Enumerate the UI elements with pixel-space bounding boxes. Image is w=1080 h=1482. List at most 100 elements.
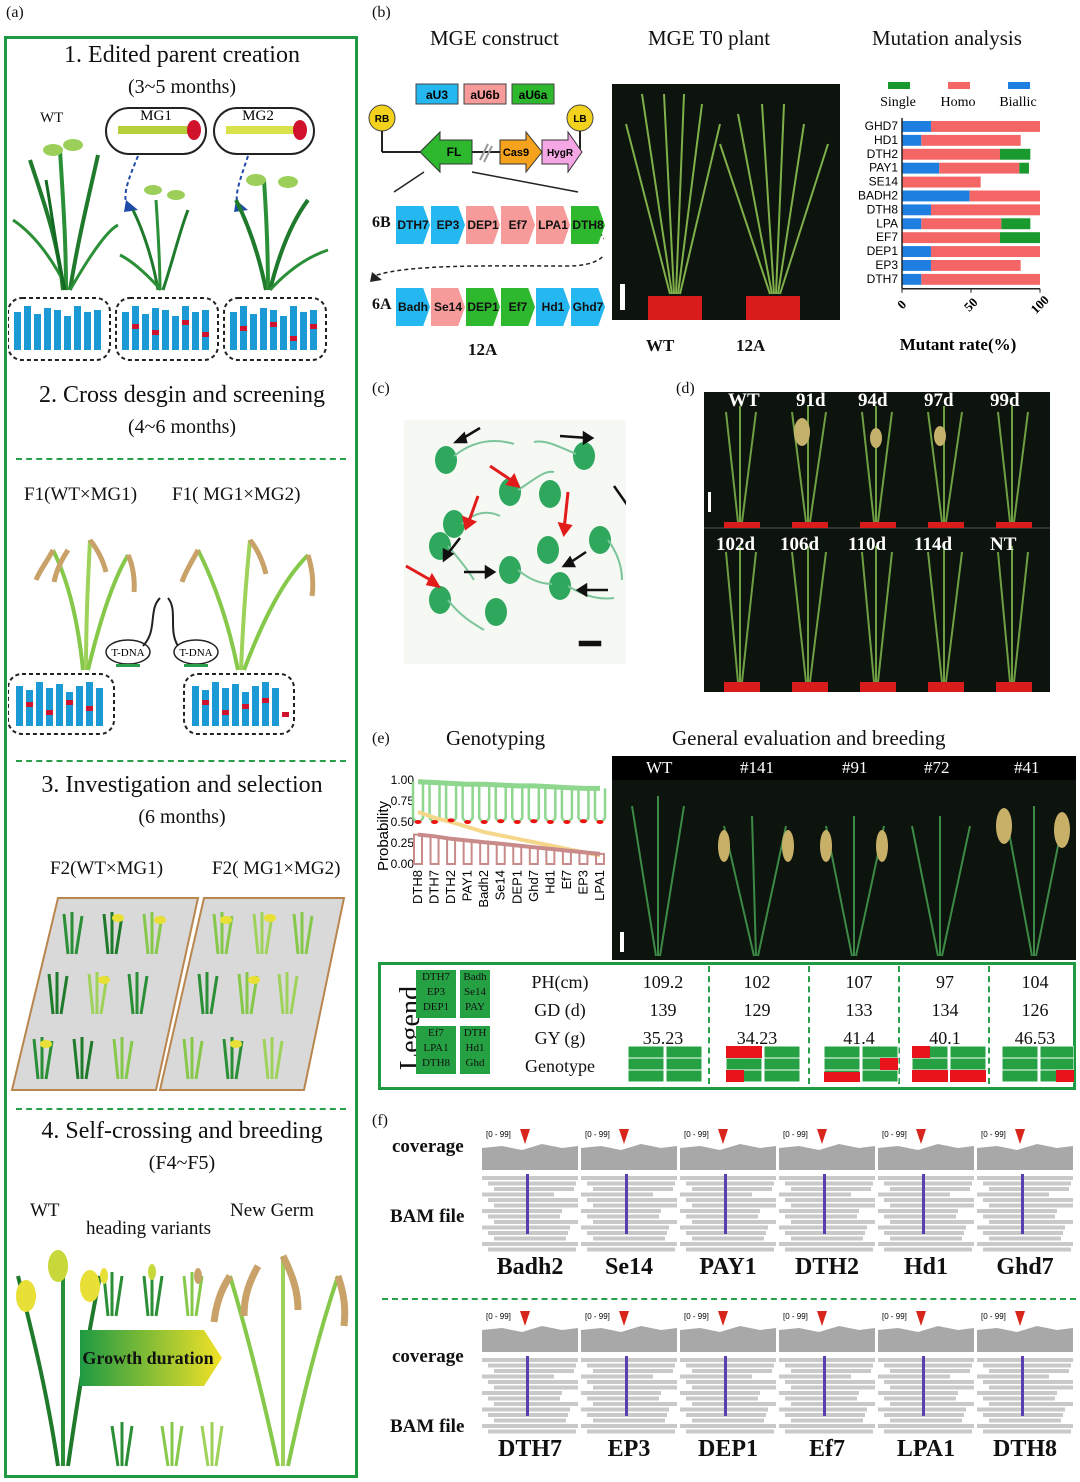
gene-dth8-6b: DTH8 <box>571 206 605 244</box>
mutation-category-label: GHD7 <box>865 119 899 133</box>
trait-labels: PH(cm) GD (d) GY (g) Genotype <box>510 968 610 1080</box>
f1-plant-right <box>179 538 316 671</box>
lb-label: LB <box>573 114 586 125</box>
step1-illustration: MG1 MG2 <box>8 107 329 361</box>
value-gd: 139 <box>649 1000 677 1020</box>
eval-column-wt: 109.2 139 35.23 <box>620 968 706 1052</box>
cas9-label: Cas9 <box>503 147 529 159</box>
coverage-range-label: [0 - 99] <box>684 1312 709 1321</box>
chromosome-box-f1-right <box>183 673 295 735</box>
coverage-range-label: [0 - 99] <box>882 1130 907 1139</box>
mutation-bar-biallic <box>902 246 931 257</box>
genotyping-chart: Probability 1.000.750.500.250.00 DTH8 DTH… <box>375 773 607 908</box>
bam-track: [0 - 99] Ef7 <box>779 1308 887 1480</box>
promoter-au6b: aU6b <box>470 88 499 102</box>
genotyping-bar <box>446 837 457 866</box>
mutation-bar-single <box>999 232 1040 244</box>
coverage-label-row2: coverage <box>392 1346 464 1367</box>
genotyping-x-tick: Ghd7 <box>526 870 541 902</box>
legend-group-4: DTH Hd1 Ghd <box>460 1026 490 1074</box>
step-separator-1 <box>16 458 346 460</box>
gene-hd1-6a: Hd1 <box>536 288 570 326</box>
chromosome-box-f1-left <box>8 673 115 735</box>
mutation-category-label: PAY1 <box>869 161 898 175</box>
bam-track: [0 - 99] DTH2 <box>779 1126 887 1296</box>
gene-badh-6a: Badh <box>396 288 430 326</box>
photo-12a-label: 12A <box>736 336 766 355</box>
bam-gene-label: Ghd7 <box>996 1254 1054 1280</box>
genotyping-u-curve <box>593 788 607 824</box>
mutation-bar-homo <box>930 121 1040 132</box>
legend-gene: DTH8 <box>421 1057 451 1069</box>
bam-track-row-1: [0 - 99] Badh2 [0 - 99] Se14 [0 - 99] PAY1 [0 … <box>482 1126 1080 1296</box>
genotyping-bar <box>595 852 605 865</box>
mg2-label: MG2 <box>242 108 274 124</box>
genotyping-point <box>579 819 587 824</box>
step3-title: 3. Investigation and selection <box>41 772 323 798</box>
mutation-bar-homo <box>939 162 1020 174</box>
mutation-bar-biallic <box>902 260 931 271</box>
mutation-category-label: DEP1 <box>867 244 899 258</box>
bam-gene-label: Se14 <box>605 1254 653 1280</box>
mutation-bar-homo <box>930 246 1040 257</box>
genotyping-point <box>464 820 472 824</box>
gene-ep3-6b: EP3 <box>431 206 465 244</box>
step1-title: 1. Edited parent creation <box>64 42 300 68</box>
mutation-bar-homo <box>930 204 1040 216</box>
fl-label: FL <box>447 145 462 159</box>
mutation-category-label: EP3 <box>875 258 898 272</box>
mutation-bars: GHD7HD1DTH2PAY1SE14BADH2DTH8LPAEF7DEP1EP… <box>858 119 1040 286</box>
genotyping-series-line <box>417 779 600 791</box>
photo-wt-label: WT <box>646 336 675 355</box>
bam-gene-label: DEP1 <box>698 1436 758 1462</box>
panel-a-frame <box>4 36 358 1478</box>
bam-track: [0 - 99] DTH8 <box>977 1308 1080 1480</box>
value-ph: 109.2 <box>642 972 684 992</box>
genotyping-x-tick: LPA1 <box>592 870 607 901</box>
genotyping-bar <box>413 833 423 865</box>
genotyping-x-tick: PAY1 <box>460 870 475 901</box>
step2-illustration: T-DNA T-DNA <box>8 538 316 735</box>
mge-construct-diagram: aU3 aU6b aU6a RB LB FL Cas9 HygR <box>368 83 604 282</box>
coverage-range-label: [0 - 99] <box>981 1130 1006 1139</box>
genotyping-x-tick: DTH7 <box>427 870 442 904</box>
eval-column-91: 107 133 41.4 <box>816 968 902 1052</box>
column-divider <box>708 966 710 1084</box>
mutation-category-label: LPA <box>876 216 898 230</box>
evaluation-values: 109.2 139 35.23 102 129 34.23 107 133 41… <box>616 966 1074 1086</box>
legend-gene: EP3 <box>426 986 446 998</box>
step2-duration: (4~6 months) <box>127 416 237 438</box>
mutation-x-tick: 0 <box>894 297 909 312</box>
bam-row-separator <box>382 1298 1076 1300</box>
mutation-category-label: HD1 <box>874 133 898 147</box>
new-germ-label: New Germ <box>230 1200 314 1221</box>
mutation-category-label: EF7 <box>876 230 898 244</box>
genotyping-x-tick: DTH2 <box>443 870 458 904</box>
mutation-bar-single <box>999 148 1031 160</box>
hygr-label: HygR <box>547 148 574 159</box>
genotyping-u-curve <box>461 784 474 824</box>
genotyping-y-tick: 0.75 <box>391 794 415 808</box>
rb-label: RB <box>375 114 389 125</box>
gene-ghd7-6a: Ghd7 <box>571 288 605 326</box>
trait-ph: PH(cm) <box>531 972 589 992</box>
heading-variants-label: heading variants <box>86 1218 212 1239</box>
coverage-range-label: [0 - 99] <box>882 1312 907 1321</box>
wt-label-step4: WT <box>30 1200 60 1221</box>
mutation-bar-biallic <box>902 162 940 174</box>
f1-wt-mg1-label: F1(WT×MG1) <box>24 484 138 505</box>
genotyping-u-curve <box>411 781 425 824</box>
step4-illustration: Growth duration <box>16 1250 349 1467</box>
heading-label-102d: 102d <box>716 534 756 555</box>
mutation-bar-single <box>1019 162 1029 174</box>
coverage-range-label: [0 - 99] <box>783 1312 808 1321</box>
bam-track: [0 - 99] Ghd7 <box>977 1126 1080 1296</box>
value-gy: 35.23 <box>642 1028 684 1048</box>
genotyping-u-curve <box>511 785 524 824</box>
bam-gene-label: Hd1 <box>903 1254 948 1280</box>
genotyping-u-curve <box>577 788 590 824</box>
coverage-range-label: [0 - 99] <box>684 1130 709 1139</box>
genotyping-y-tick: 0.25 <box>391 836 415 850</box>
genotyping-y-tick: 0.50 <box>391 815 415 829</box>
heading-label-99d: 99d <box>990 390 1020 411</box>
